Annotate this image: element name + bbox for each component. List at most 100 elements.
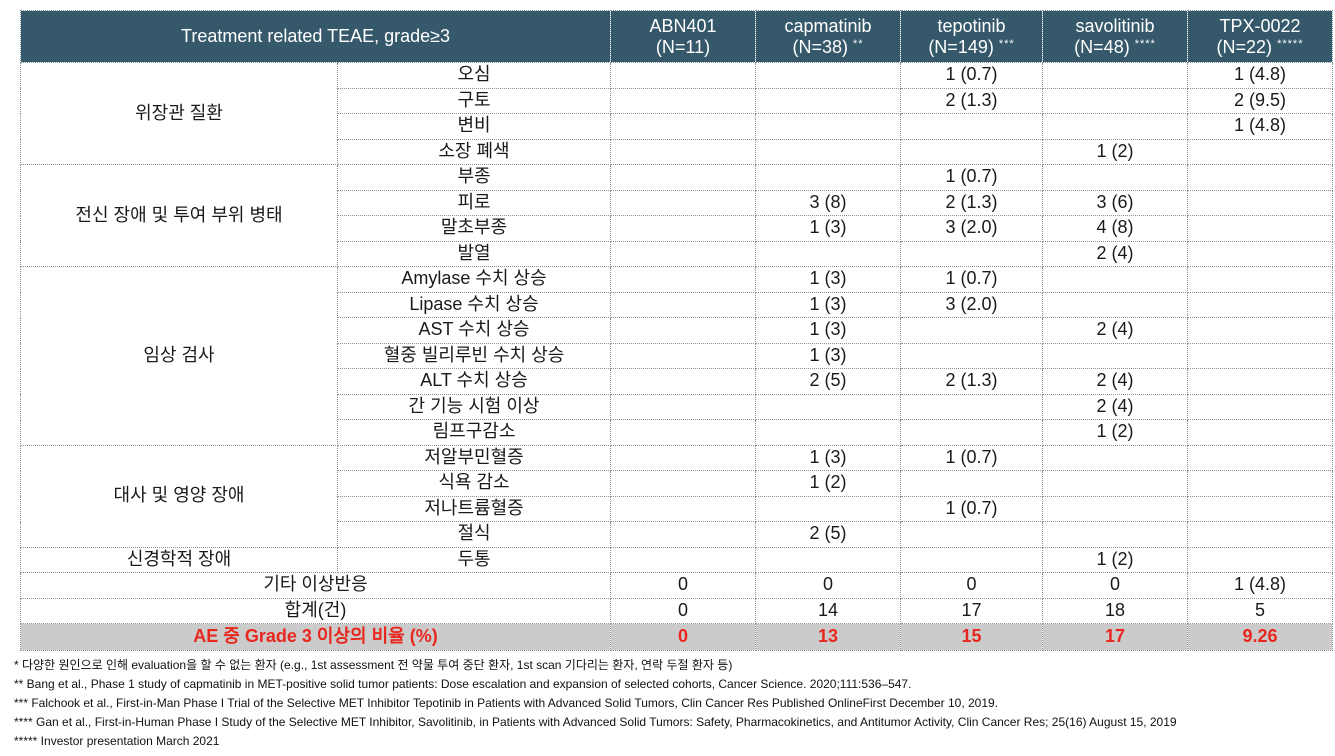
value-cell: 3 (2.0) [900, 291, 1044, 318]
ae-name-cell: 저나트륨혈증 [336, 495, 612, 522]
value-cell [900, 419, 1044, 446]
value-cell [1187, 215, 1334, 242]
value-cell [1042, 495, 1189, 522]
table-body: 위장관 질환 오심 1 (0.7) 1 (4.8) 구토 2 (1.3) 2 (9.5) 변비… [19, 62, 1334, 651]
drug-n: (N=48) [1074, 36, 1130, 57]
highlight-row: AE 중 Grade 3 이상의 비율 (%) 0 13 15 17 9.26 [19, 623, 1334, 651]
table-row: 위장관 질환 오심 1 (0.7) 1 (4.8) [20, 62, 1334, 165]
value-cell [1187, 164, 1334, 191]
value-cell: 0 [610, 572, 757, 599]
value-cell: 0 [900, 572, 1044, 599]
drug-name: savolitinib [1075, 16, 1155, 37]
value-cell [610, 419, 757, 446]
value-cell: 2 (1.3) [900, 189, 1044, 216]
value-cell [1042, 62, 1189, 89]
summary-label-cell: 합계(건) [19, 597, 612, 624]
value-cell [1187, 138, 1334, 165]
value-cell [610, 546, 757, 573]
value-cell [1187, 317, 1334, 344]
category-cell: 전신 장애 및 투여 부위 병태 [20, 164, 338, 267]
value-cell [1042, 470, 1189, 497]
value-cell [1187, 342, 1334, 369]
category-cell: 위장관 질환 [20, 62, 338, 165]
value-cell [1187, 444, 1334, 471]
value-cell [1042, 113, 1189, 140]
value-cell [755, 419, 902, 446]
value-cell [610, 368, 757, 395]
footnote: *** Falchook et al., First-in-Man Phase … [14, 696, 999, 710]
value-cell [610, 393, 757, 420]
value-cell [610, 317, 757, 344]
summary-row: 합계(건) 0 14 17 18 5 [19, 597, 1334, 624]
drug-column-header: savolitinib (N=48) **** [1042, 10, 1189, 63]
ae-name-cell: ALT 수치 상승 [336, 368, 612, 395]
value-cell [755, 240, 902, 267]
value-cell: 1 (3) [755, 317, 902, 344]
ae-name-cell: 혈중 빌리루빈 수치 상승 [336, 342, 612, 369]
value-cell [1042, 87, 1189, 114]
footnote: * 다양한 원인으로 인해 evaluation을 할 수 없는 환자 (e.g… [14, 658, 733, 672]
value-cell [755, 546, 902, 573]
value-cell [610, 138, 757, 165]
value-cell: 1 (3) [755, 291, 902, 318]
value-cell: 1 (0.7) [900, 164, 1044, 191]
footnotes: * 다양한 원인으로 인해 evaluation을 할 수 없는 환자 (e.g… [14, 656, 1324, 751]
value-cell: 1 (3) [755, 444, 902, 471]
table-row: 식욕 감소 1 (2) [21, 470, 1334, 497]
highlight-value-cell: 13 [755, 623, 902, 651]
value-cell: 1 (4.8) [1187, 572, 1334, 599]
footnote: **** Gan et al., First-in-Human Phase I … [14, 715, 1177, 729]
value-cell: 0 [1042, 572, 1189, 599]
table-row: 소장 폐색 1 (2) [21, 138, 1334, 165]
value-cell [900, 342, 1044, 369]
table-row: 피로 3 (8) 2 (1.3) 3 (6) [21, 189, 1334, 216]
table-header: Treatment related TEAE, grade≥3 ABN401 (N=… [19, 10, 1334, 63]
ae-name-cell: 저알부민혈증 [336, 444, 612, 471]
ae-name-cell: 식욕 감소 [336, 470, 612, 497]
value-cell: 1 (2) [1042, 419, 1189, 446]
value-cell: 5 [1187, 597, 1334, 624]
value-cell: 2 (4) [1042, 317, 1189, 344]
value-cell: 2 (4) [1042, 368, 1189, 395]
value-cell [1187, 189, 1334, 216]
value-cell [1187, 470, 1334, 497]
value-cell: 2 (4) [1042, 240, 1189, 267]
value-cell: 2 (5) [755, 368, 902, 395]
value-cell [610, 189, 757, 216]
drug-column-header: TPX-0022 (N=22) ***** [1187, 10, 1334, 63]
table-title: Treatment related TEAE, grade≥3 [19, 10, 612, 63]
drug-name: tepotinib [937, 16, 1006, 37]
value-cell: 1 (2) [1042, 546, 1189, 573]
ae-name-cell: 오심 [336, 62, 612, 89]
value-cell [900, 317, 1044, 344]
value-cell [1042, 291, 1189, 318]
value-cell [1042, 266, 1189, 293]
value-cell [610, 444, 757, 471]
teae-table: Treatment related TEAE, grade≥3 ABN401 (N=… [19, 10, 1334, 651]
category-cell: 임상 검사 [20, 266, 338, 446]
value-cell [610, 240, 757, 267]
value-cell: 1 (4.8) [1187, 113, 1334, 140]
value-cell [610, 87, 757, 114]
value-cell: 2 (4) [1042, 393, 1189, 420]
ae-name-cell: 두통 [336, 546, 612, 573]
drug-column-header: tepotinib (N=149) *** [900, 10, 1044, 63]
value-cell [1187, 419, 1334, 446]
drug-name: TPX-0022 [1219, 16, 1301, 37]
value-cell: 3 (8) [755, 189, 902, 216]
value-cell: 2 (5) [755, 521, 902, 548]
category-cell: 신경학적 장애 [20, 546, 338, 573]
table-row: 림프구감소 1 (2) [21, 419, 1334, 446]
highlight-label-cell: AE 중 Grade 3 이상의 비율 (%) [19, 623, 612, 651]
value-cell: 1 (0.7) [900, 266, 1044, 293]
value-cell [1042, 521, 1189, 548]
value-cell [1187, 368, 1334, 395]
value-cell [610, 291, 757, 318]
ae-name-cell: Amylase 수치 상승 [336, 266, 612, 293]
highlight-value-cell: 9.26 [1187, 623, 1334, 651]
value-cell: 2 (1.3) [900, 87, 1044, 114]
value-cell [610, 62, 757, 89]
value-cell [900, 521, 1044, 548]
table-row: AST 수치 상승 1 (3) 2 (4) [21, 317, 1334, 344]
value-cell [610, 470, 757, 497]
